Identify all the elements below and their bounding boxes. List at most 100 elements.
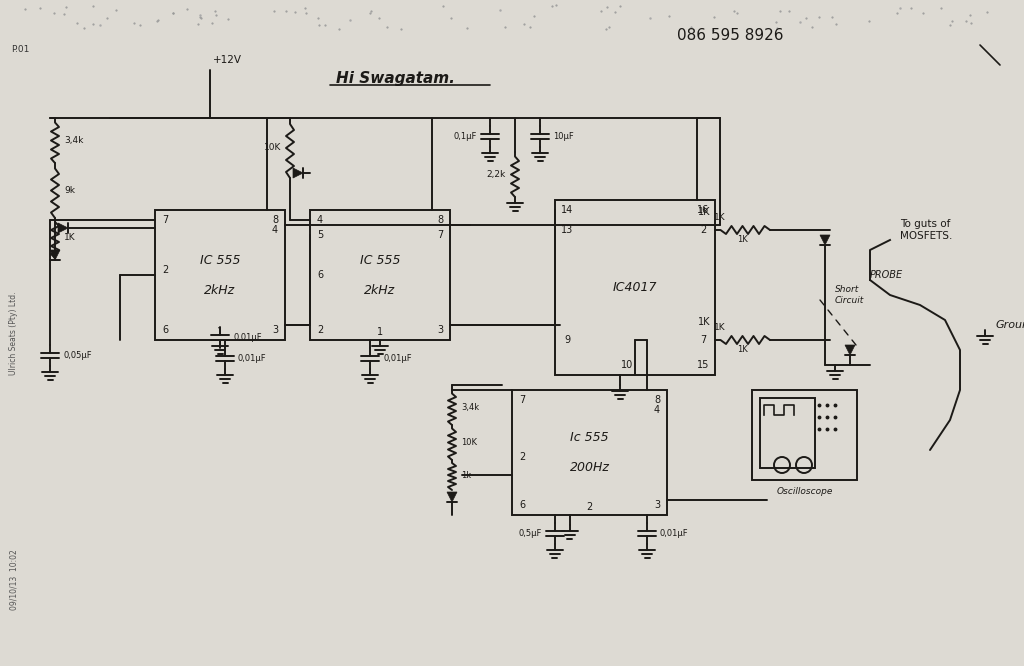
Polygon shape	[845, 345, 855, 355]
Text: 2,2k: 2,2k	[486, 170, 506, 179]
Point	[662, 11, 678, 21]
Point	[125, 18, 141, 29]
Text: 200Hz: 200Hz	[569, 461, 609, 474]
Text: 0,01μF: 0,01μF	[238, 354, 266, 363]
Point	[165, 8, 181, 19]
Polygon shape	[447, 492, 457, 502]
Bar	[310, 210, 450, 340]
Text: 1K: 1K	[737, 234, 748, 244]
Point	[150, 15, 166, 25]
Text: 2: 2	[316, 325, 324, 335]
Bar	[155, 210, 285, 340]
Point	[521, 21, 538, 32]
Text: 10: 10	[621, 360, 633, 370]
Text: 13: 13	[561, 225, 573, 235]
Text: 1K: 1K	[737, 344, 748, 354]
Text: 8: 8	[654, 395, 660, 405]
Point	[544, 1, 560, 11]
Text: 3: 3	[272, 325, 279, 335]
Polygon shape	[58, 223, 68, 233]
Point	[179, 4, 196, 15]
Point	[76, 23, 92, 33]
Text: 09/10/13  10:02: 09/10/13 10:02	[9, 549, 18, 610]
Text: 16: 16	[697, 205, 710, 215]
Text: 2: 2	[162, 265, 168, 275]
Text: 7: 7	[699, 335, 707, 345]
Point	[548, 0, 564, 11]
Text: 1K: 1K	[714, 214, 726, 222]
Point	[705, 25, 721, 35]
Text: 3: 3	[654, 500, 660, 510]
Point	[592, 5, 608, 16]
Point	[297, 3, 313, 13]
Point	[165, 7, 181, 18]
Point	[943, 15, 959, 26]
Point	[310, 20, 327, 31]
Text: 2: 2	[519, 452, 525, 462]
Text: 1k: 1k	[461, 470, 471, 480]
Text: 4: 4	[654, 405, 660, 415]
Point	[443, 13, 460, 24]
Point	[265, 5, 282, 16]
Point	[827, 19, 844, 29]
Text: 2: 2	[699, 225, 707, 235]
Point	[729, 8, 745, 19]
Text: 3,4k: 3,4k	[63, 136, 83, 145]
Text: 5: 5	[316, 230, 324, 240]
Polygon shape	[50, 250, 60, 260]
Text: 2kHz: 2kHz	[205, 284, 236, 296]
Point	[298, 7, 314, 18]
Text: To guts of
MOSFETS.: To guts of MOSFETS.	[900, 219, 952, 241]
Point	[207, 6, 223, 17]
Point	[208, 10, 224, 21]
Point	[497, 22, 513, 33]
Point	[706, 11, 722, 22]
Point	[278, 6, 294, 17]
Point	[516, 19, 532, 29]
Point	[32, 3, 48, 13]
Point	[131, 20, 147, 31]
Text: 1K: 1K	[697, 207, 710, 217]
Text: Ulrich Seats (Pty) Ltd.: Ulrich Seats (Pty) Ltd.	[9, 291, 18, 375]
Text: Short
Circuit: Short Circuit	[835, 285, 864, 305]
Point	[393, 24, 410, 35]
Text: 0,01μF: 0,01μF	[383, 354, 412, 363]
Text: 4: 4	[272, 225, 279, 235]
Point	[371, 13, 387, 23]
Point	[860, 15, 877, 26]
Point	[682, 22, 698, 33]
Text: P.01: P.01	[11, 45, 30, 55]
Point	[962, 10, 978, 21]
Text: IC 555: IC 555	[359, 254, 400, 266]
Text: 8: 8	[272, 215, 279, 225]
Point	[824, 12, 841, 23]
Text: 9: 9	[564, 335, 570, 345]
Point	[98, 13, 115, 23]
Text: 10K: 10K	[461, 438, 477, 447]
Text: 7: 7	[437, 230, 443, 240]
Point	[220, 14, 237, 25]
Text: IC4017: IC4017	[612, 281, 657, 294]
Text: 2: 2	[587, 502, 593, 512]
Point	[771, 5, 787, 16]
Point	[526, 11, 543, 21]
Text: 10µF: 10µF	[553, 132, 573, 141]
Polygon shape	[293, 168, 303, 178]
Point	[903, 3, 920, 13]
Text: 0,05μF: 0,05μF	[63, 351, 91, 360]
Point	[56, 9, 73, 19]
Point	[601, 22, 617, 33]
Text: 7: 7	[162, 215, 168, 225]
Polygon shape	[820, 235, 830, 245]
Text: 0,5μF: 0,5μF	[518, 529, 542, 538]
Bar	[752, 390, 857, 480]
Text: 1: 1	[217, 327, 223, 337]
Text: 0,1µF: 0,1µF	[454, 132, 477, 141]
Point	[979, 7, 995, 17]
Bar	[512, 390, 667, 515]
Bar	[760, 398, 815, 468]
Point	[958, 15, 975, 26]
Text: 0,01μF: 0,01μF	[660, 529, 688, 538]
Point	[287, 7, 303, 17]
Text: 1: 1	[377, 327, 383, 337]
